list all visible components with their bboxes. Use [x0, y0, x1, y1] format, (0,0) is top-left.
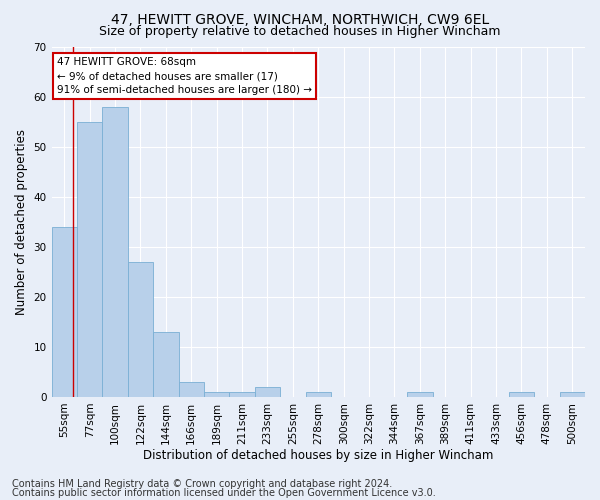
Bar — [103, 106, 128, 397]
Bar — [509, 392, 534, 397]
Bar — [52, 226, 77, 397]
Bar — [153, 332, 179, 397]
Text: Size of property relative to detached houses in Higher Wincham: Size of property relative to detached ho… — [99, 25, 501, 38]
X-axis label: Distribution of detached houses by size in Higher Wincham: Distribution of detached houses by size … — [143, 450, 493, 462]
Bar — [229, 392, 255, 397]
Bar — [204, 392, 229, 397]
Bar — [560, 392, 585, 397]
Text: 47 HEWITT GROVE: 68sqm
← 9% of detached houses are smaller (17)
91% of semi-deta: 47 HEWITT GROVE: 68sqm ← 9% of detached … — [57, 57, 312, 95]
Text: Contains HM Land Registry data © Crown copyright and database right 2024.: Contains HM Land Registry data © Crown c… — [12, 479, 392, 489]
Text: 47, HEWITT GROVE, WINCHAM, NORTHWICH, CW9 6EL: 47, HEWITT GROVE, WINCHAM, NORTHWICH, CW… — [111, 12, 489, 26]
Bar — [305, 392, 331, 397]
Bar — [255, 387, 280, 397]
Bar — [77, 122, 103, 397]
Bar — [407, 392, 433, 397]
Text: Contains public sector information licensed under the Open Government Licence v3: Contains public sector information licen… — [12, 488, 436, 498]
Bar — [179, 382, 204, 397]
Bar — [128, 262, 153, 397]
Y-axis label: Number of detached properties: Number of detached properties — [15, 128, 28, 314]
